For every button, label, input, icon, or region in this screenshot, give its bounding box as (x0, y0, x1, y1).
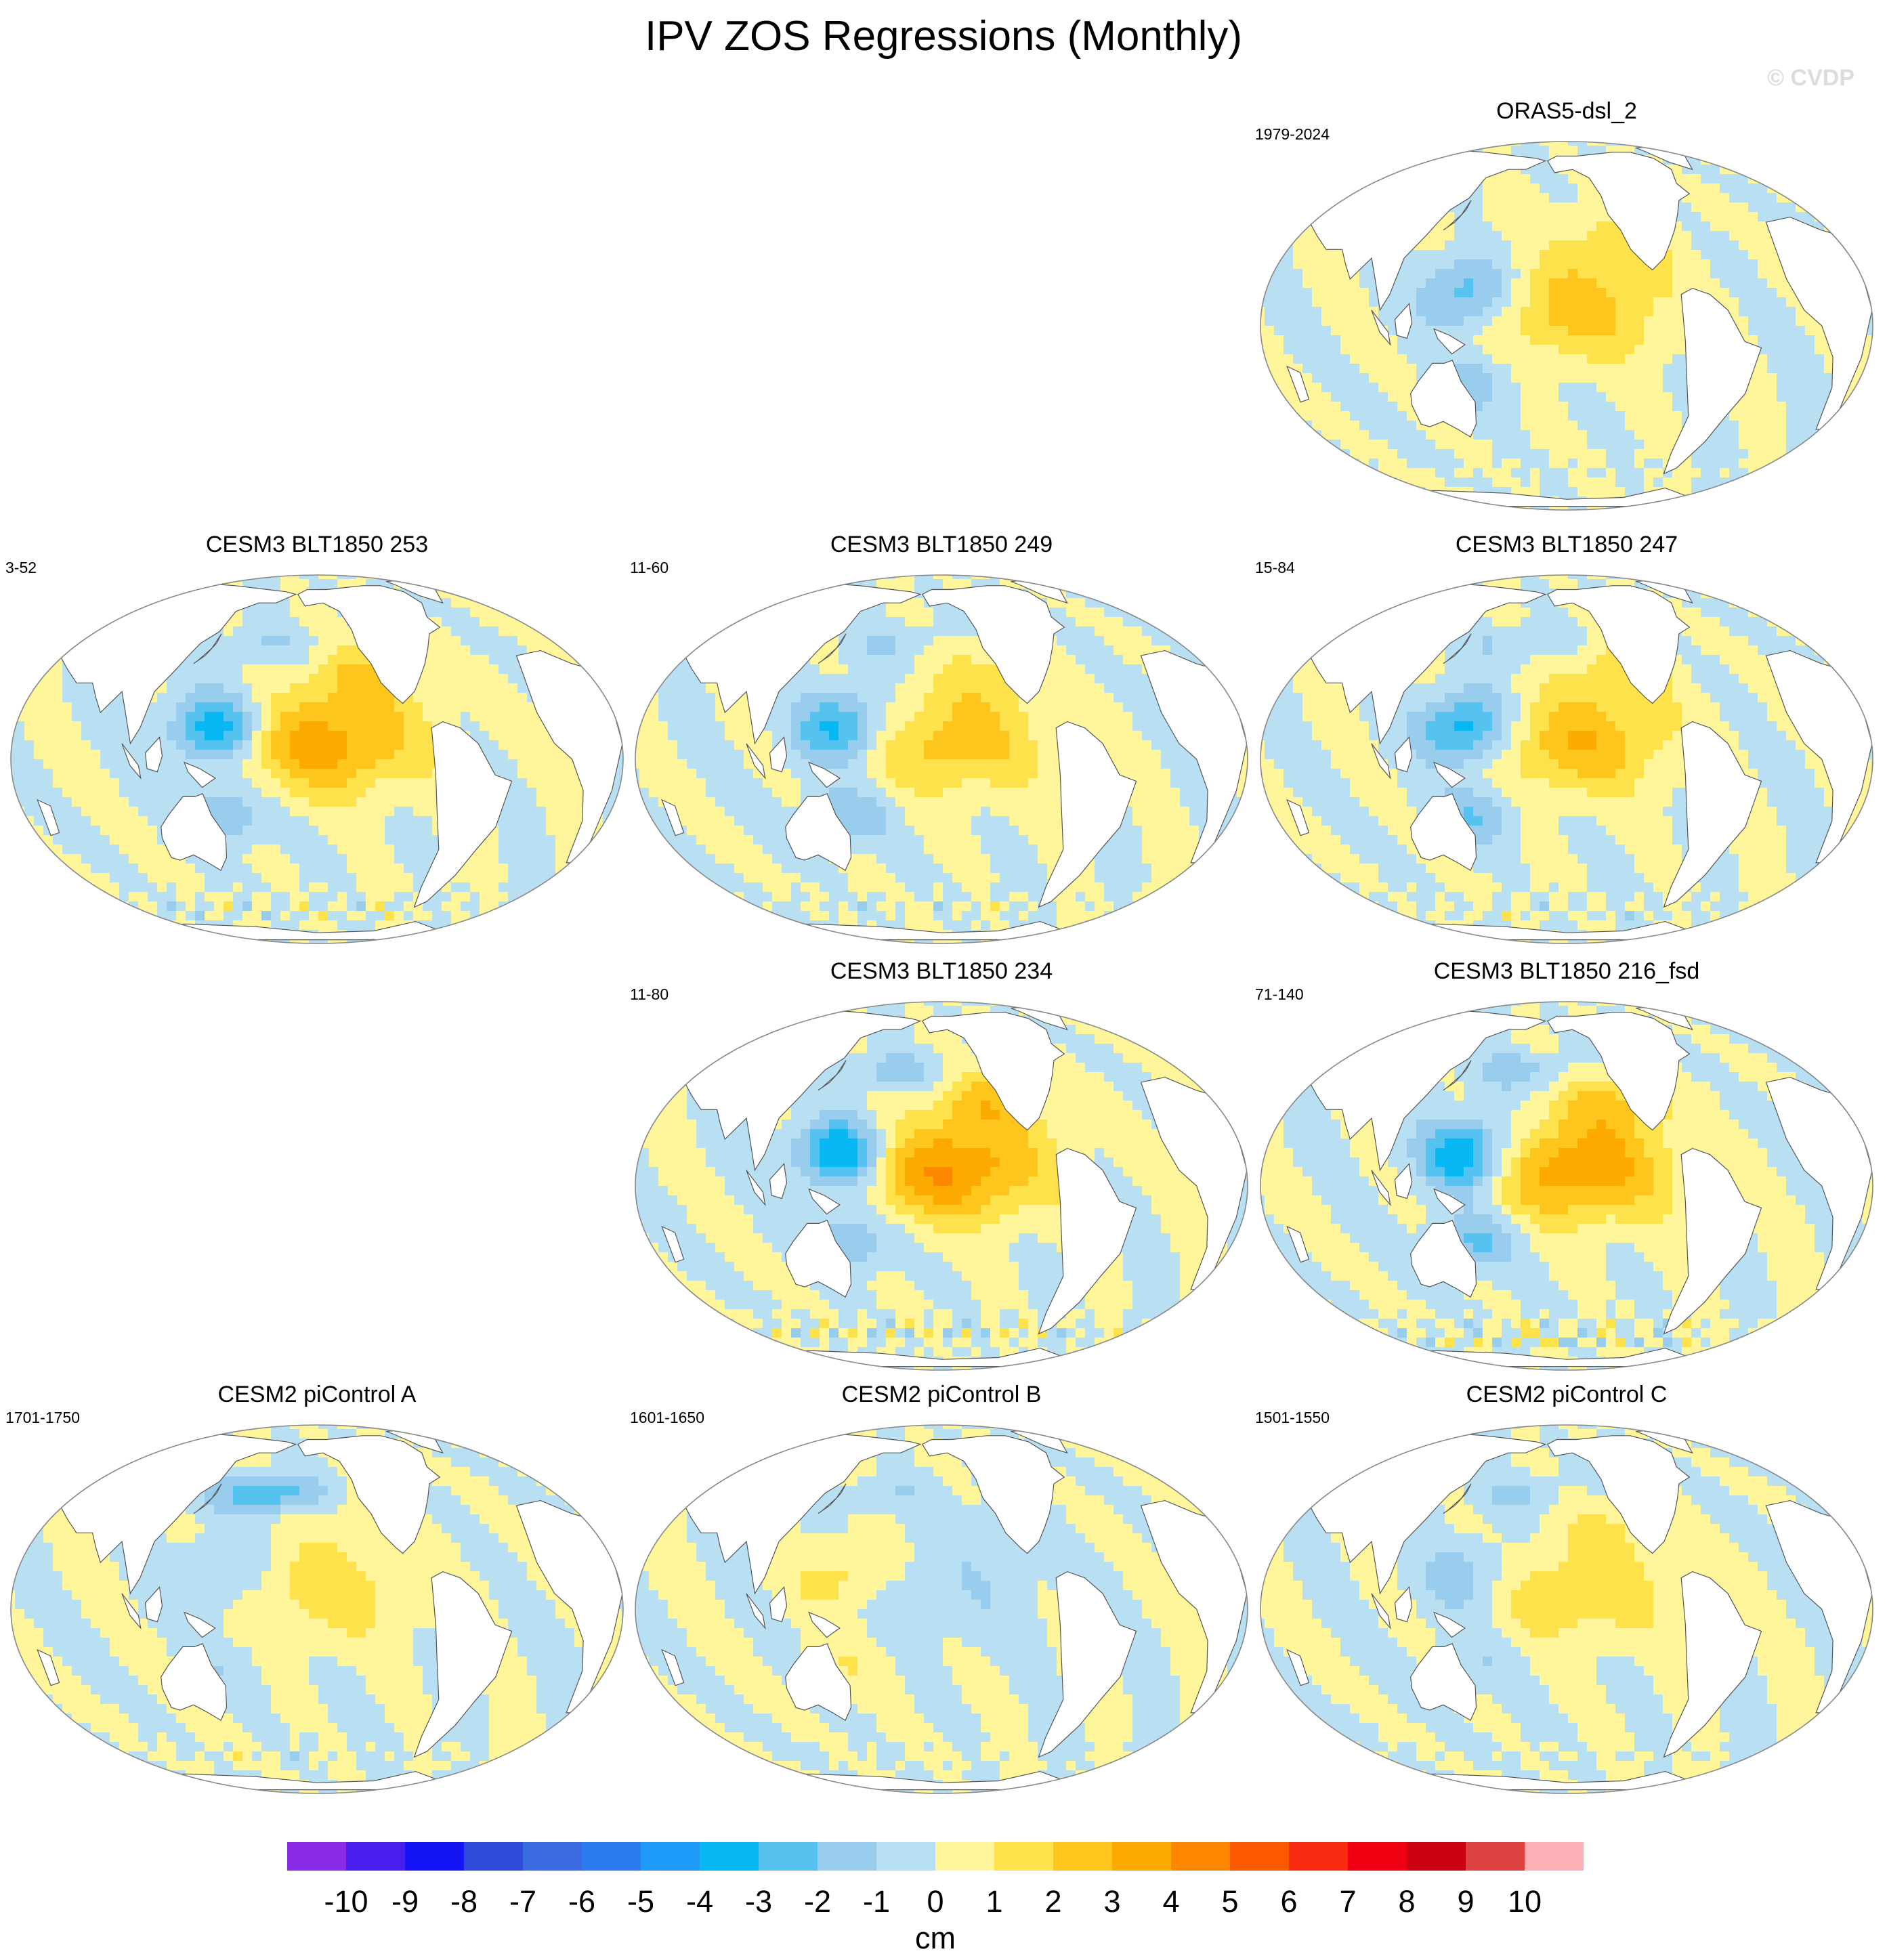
colorbar-swatch (876, 1842, 935, 1871)
colorbar-tick-label: -5 (627, 1884, 654, 1919)
map-panel-oras5: ORAS5-dsl_2 1979-2024 (1255, 98, 1878, 518)
colorbar-swatch (523, 1842, 582, 1871)
panel-period: 1701-1750 (5, 1409, 80, 1427)
colorbar-swatch (287, 1842, 346, 1871)
panel-period: 15-84 (1255, 559, 1295, 577)
cvdp-watermark: © CVDP (1767, 65, 1854, 91)
colorbar-swatch (1112, 1842, 1171, 1871)
colorbar-swatch (1525, 1842, 1584, 1871)
colorbar-tick-label: 5 (1221, 1884, 1238, 1919)
colorbar-units-label: cm (915, 1921, 956, 1955)
colorbar-tick-label: 1 (985, 1884, 1002, 1919)
panel-title: CESM3 BLT1850 247 (1255, 532, 1878, 558)
panel-period: 3-52 (5, 559, 37, 577)
colorbar-swatch (464, 1842, 523, 1871)
map-plot (1260, 141, 1873, 511)
panel-title: CESM3 BLT1850 234 (630, 958, 1253, 985)
colorbar-swatch (935, 1842, 994, 1871)
colorbar-tick-label: -6 (568, 1884, 595, 1919)
panel-period: 1979-2024 (1255, 125, 1330, 144)
map-panel-cesm2-picontrol-a: CESM2 piControl A 1701-1750 (5, 1382, 629, 1802)
colorbar-tick-label: -9 (391, 1884, 419, 1919)
map-plot (10, 574, 624, 944)
colorbar-tick-label: -3 (745, 1884, 772, 1919)
map-panel-cesm3-249: CESM3 BLT1850 249 11-60 (630, 532, 1253, 952)
panel-title: ORAS5-dsl_2 (1255, 98, 1878, 125)
colorbar-tick-label: 7 (1339, 1884, 1356, 1919)
colorbar-swatch (1053, 1842, 1112, 1871)
colorbar-tick-label: 2 (1044, 1884, 1061, 1919)
map-plot (1260, 574, 1873, 944)
map-panel-cesm3-247: CESM3 BLT1850 247 15-84 (1255, 532, 1878, 952)
panel-period: 1601-1650 (630, 1409, 704, 1427)
colorbar-swatch (759, 1842, 818, 1871)
colorbar-swatch (641, 1842, 700, 1871)
map-plot (635, 1001, 1248, 1371)
colorbar-tick-label: -8 (450, 1884, 478, 1919)
colorbar-tick-label: -7 (509, 1884, 536, 1919)
map-panel-cesm3-253: CESM3 BLT1850 253 3-52 (5, 532, 629, 952)
map-panel-cesm3-234: CESM3 BLT1850 234 11-80 (630, 958, 1253, 1378)
colorbar-swatch (1289, 1842, 1348, 1871)
map-plot (635, 574, 1248, 944)
map-plot (1260, 1001, 1873, 1371)
map-panel-cesm2-picontrol-b: CESM2 piControl B 1601-1650 (630, 1382, 1253, 1802)
colorbar-tick-label: -10 (324, 1884, 368, 1919)
colorbar-swatch (1466, 1842, 1525, 1871)
colorbar-tick-label: -2 (804, 1884, 831, 1919)
map-plot (635, 1424, 1248, 1794)
panel-title: CESM3 BLT1850 249 (630, 532, 1253, 558)
colorbar-tick-label: 4 (1162, 1884, 1179, 1919)
panel-title: CESM3 BLT1850 216_fsd (1255, 958, 1878, 985)
map-plot (1260, 1424, 1873, 1794)
colorbar-tick-label: 6 (1280, 1884, 1297, 1919)
panel-period: 11-80 (630, 985, 669, 1004)
panel-title: CESM2 piControl A (5, 1382, 629, 1408)
colorbar-swatch (700, 1842, 759, 1871)
panel-title: CESM2 piControl B (630, 1382, 1253, 1408)
colorbar-tick-label: -1 (863, 1884, 890, 1919)
panel-title: CESM2 piControl C (1255, 1382, 1878, 1408)
panel-period: 11-60 (630, 559, 669, 577)
colorbar-tick-label: 0 (927, 1884, 944, 1919)
colorbar-swatch (582, 1842, 641, 1871)
figure-title: IPV ZOS Regressions (Monthly) (0, 12, 1887, 60)
colorbar-swatch (994, 1842, 1053, 1871)
panel-period: 1501-1550 (1255, 1409, 1330, 1427)
colorbar-tick-label: 9 (1457, 1884, 1474, 1919)
map-plot (10, 1424, 624, 1794)
colorbar-swatch (1171, 1842, 1230, 1871)
colorbar-tick-label: -4 (686, 1884, 713, 1919)
colorbar-swatch (346, 1842, 405, 1871)
colorbar-swatch (1407, 1842, 1466, 1871)
panel-period: 71-140 (1255, 985, 1304, 1004)
colorbar-swatch (1230, 1842, 1289, 1871)
colorbar-tick-label: 10 (1508, 1884, 1542, 1919)
colorbar-swatch (405, 1842, 464, 1871)
map-panel-cesm2-picontrol-c: CESM2 piControl C 1501-1550 (1255, 1382, 1878, 1802)
map-panel-cesm3-216-fsd: CESM3 BLT1850 216_fsd 71-140 (1255, 958, 1878, 1378)
panel-title: CESM3 BLT1850 253 (5, 532, 629, 558)
colorbar-tick-label: 3 (1103, 1884, 1120, 1919)
colorbar-swatch (1348, 1842, 1407, 1871)
colorbar-tick-label: 8 (1398, 1884, 1415, 1919)
colorbar-swatch (818, 1842, 876, 1871)
